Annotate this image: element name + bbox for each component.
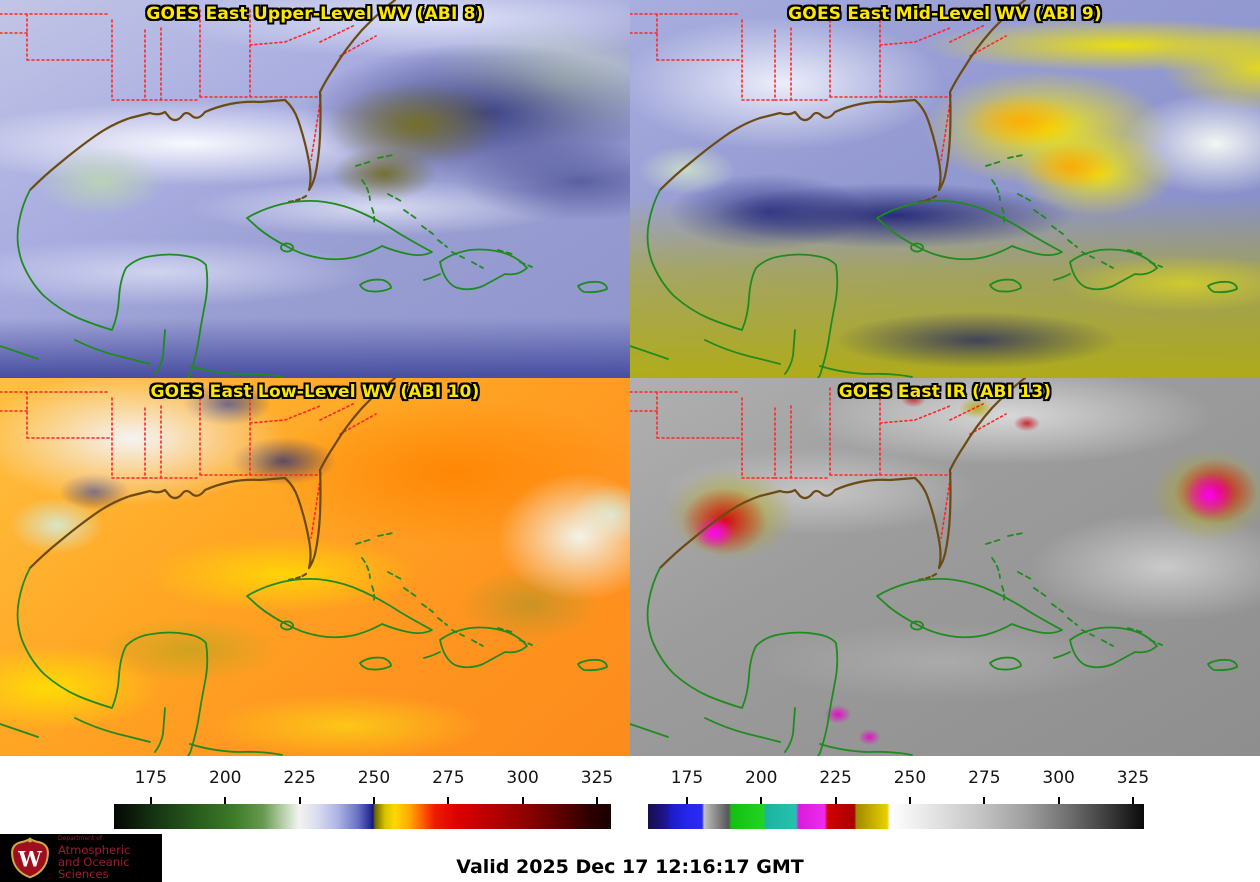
- panel-title-low-wv: GOES East Low-Level WV (ABI 10): [150, 382, 480, 402]
- colorbar-tick-mark: [596, 797, 599, 804]
- colorbar-tick-label: 300: [506, 768, 539, 788]
- colorbar-tick-mark: [834, 797, 837, 804]
- logo-text: Department of Atmospheric and Oceanic Sc…: [58, 835, 162, 881]
- colorbar-tick-mark: [983, 797, 986, 804]
- colorbar-tick-label: 175: [670, 768, 704, 788]
- panel-low-level-wv: GOES East Low-Level WV (ABI 10): [0, 378, 630, 756]
- colorbar-tick-label: 275: [432, 768, 465, 788]
- uw-aos-logo: W Department of Atmospheric and Oceanic …: [0, 834, 162, 882]
- map-overlay-low-wv: [0, 378, 609, 756]
- valid-timestamp: Valid 2025 Dec 17 12:16:17 GMT: [456, 856, 804, 878]
- colorbar-tick-mark: [447, 797, 450, 804]
- colorbar-tick-mark: [685, 797, 688, 804]
- panel-title-ir: GOES East IR (ABI 13): [838, 382, 1052, 402]
- panel-upper-level-wv: GOES East Upper-Level WV (ABI 8): [0, 0, 630, 378]
- colorbar-tick-mark: [1057, 797, 1060, 804]
- map-overlay-mid-wv: [630, 0, 1239, 378]
- colorbar-tick-mark: [298, 797, 301, 804]
- colorbar-wv: 175 200 225 250 275 300 325: [114, 768, 614, 840]
- uw-monogram-w: W: [17, 846, 42, 871]
- colorbar-tick-label: 225: [819, 768, 852, 788]
- colorbar-tick-label: 325: [580, 768, 614, 788]
- panel-mid-level-wv: GOES East Mid-Level WV (ABI 9): [630, 0, 1260, 378]
- panel-grid: GOES East Upper-Level WV (ABI 8) GOES Ea…: [0, 0, 1260, 756]
- uw-crest-icon: W: [11, 837, 49, 879]
- colorbar-tick-mark: [760, 797, 763, 804]
- logo-oceanic-sciences: and Oceanic Sciences: [58, 854, 130, 881]
- map-overlay-ir: [630, 378, 1239, 756]
- panel-ir: GOES East IR (ABI 13): [630, 378, 1260, 756]
- colorbar-tick-mark: [908, 797, 911, 804]
- colorbar-tick-label: 250: [357, 768, 391, 788]
- colorbar-ir-gradient-bar: [648, 797, 1144, 829]
- colorbar-tick-label: 275: [968, 768, 1001, 788]
- colorbar-tick-mark: [149, 797, 152, 804]
- colorbar-ir: 175 200 225 250 275 300 325: [648, 768, 1149, 840]
- colorbar-tick-mark: [224, 797, 227, 804]
- colorbar-wv-gradient-bar: [114, 797, 611, 829]
- colorbar-ir-tick-labels: 175 200 225 250 275 300 325: [648, 768, 1149, 792]
- colorbar-tick-label: 325: [1116, 768, 1150, 788]
- colorbar-tick-label: 200: [745, 768, 778, 788]
- colorbar-tick-mark: [521, 797, 524, 804]
- colorbar-tick-mark: [1131, 797, 1134, 804]
- footer: 175 200 225 250 275 300 325 175 200 225 250 275 300…: [0, 756, 1260, 882]
- colorbar-tick-mark: [372, 797, 375, 804]
- panel-title-upper-wv: GOES East Upper-Level WV (ABI 8): [146, 4, 484, 24]
- colorbar-tick-label: 175: [134, 768, 168, 788]
- logo-department-of: Department of: [58, 835, 102, 843]
- map-overlay-upper-wv: [0, 0, 609, 378]
- colorbar-wv-tick-labels: 175 200 225 250 275 300 325: [114, 768, 614, 792]
- colorbar-tick-label: 225: [283, 768, 316, 788]
- panel-title-mid-wv: GOES East Mid-Level WV (ABI 9): [788, 4, 1102, 24]
- colorbar-tick-label: 300: [1042, 768, 1075, 788]
- colorbar-tick-label: 200: [209, 768, 242, 788]
- colorbar-tick-label: 250: [893, 768, 927, 788]
- logo-atmospheric: Atmospheric: [58, 842, 131, 857]
